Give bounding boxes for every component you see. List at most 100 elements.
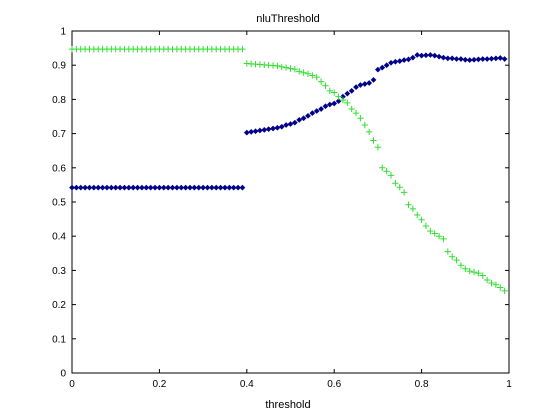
y-tick-label: 0.4 bbox=[52, 232, 66, 243]
data-point-diamond bbox=[383, 62, 390, 69]
data-point-diamond bbox=[235, 184, 241, 191]
data-point-diamond bbox=[471, 56, 477, 63]
data-point-diamond bbox=[309, 110, 316, 116]
data-point-diamond bbox=[117, 184, 123, 191]
data-point-diamond bbox=[414, 52, 421, 58]
data-point-diamond bbox=[77, 184, 84, 191]
y-tick-label: 0.3 bbox=[52, 266, 66, 277]
y-tick-label: 0.9 bbox=[52, 61, 66, 72]
data-point-diamond bbox=[134, 184, 141, 191]
data-point-plus bbox=[479, 272, 486, 279]
data-point-plus bbox=[361, 121, 368, 129]
series-1 bbox=[69, 52, 508, 191]
data-point-plus bbox=[317, 78, 325, 85]
data-point-plus bbox=[444, 248, 452, 255]
data-point-diamond bbox=[484, 56, 491, 62]
data-point-plus bbox=[313, 73, 320, 81]
data-point-diamond bbox=[392, 58, 399, 65]
data-point-plus bbox=[396, 184, 403, 191]
data-point-plus bbox=[379, 164, 386, 171]
data-point-plus bbox=[339, 96, 347, 104]
data-point-plus bbox=[427, 227, 434, 235]
data-point-diamond bbox=[243, 129, 250, 136]
data-point-diamond bbox=[195, 184, 202, 191]
data-point-plus bbox=[497, 284, 504, 291]
x-axis-label: threshold bbox=[265, 399, 310, 411]
y-tick-label: 0.6 bbox=[52, 163, 66, 174]
marks-group bbox=[68, 45, 508, 295]
x-tick-label: 1 bbox=[506, 379, 512, 390]
x-tick-label: 0.6 bbox=[327, 379, 341, 390]
data-point-diamond bbox=[449, 55, 456, 62]
data-point-diamond bbox=[108, 184, 115, 191]
data-point-diamond bbox=[305, 112, 311, 119]
data-point-diamond bbox=[265, 126, 272, 133]
data-point-plus bbox=[309, 72, 316, 79]
data-point-plus bbox=[462, 265, 469, 272]
data-point-plus bbox=[344, 99, 351, 107]
y-tick-label: 0.7 bbox=[52, 129, 66, 140]
y-tick-label: 0.2 bbox=[52, 300, 66, 311]
data-point-plus bbox=[300, 69, 307, 76]
data-point-plus bbox=[453, 256, 460, 264]
data-point-diamond bbox=[283, 122, 289, 128]
data-point-diamond bbox=[344, 90, 351, 97]
data-point-diamond bbox=[90, 184, 97, 191]
data-point-diamond bbox=[73, 184, 80, 191]
data-point-diamond bbox=[348, 87, 355, 94]
data-point-diamond bbox=[440, 54, 447, 61]
tick-group: 0 0.2 0.4 0.6 0.8 1 0 0.1 0.2 0.3 0.4 0.5 0.6 0.7 0.8 0… bbox=[52, 27, 512, 391]
data-point-diamond bbox=[104, 184, 110, 191]
data-point-plus bbox=[466, 267, 473, 275]
data-point-plus bbox=[488, 279, 495, 287]
data-point-plus bbox=[357, 115, 364, 122]
data-point-plus bbox=[492, 281, 500, 288]
data-point-diamond bbox=[497, 55, 504, 61]
data-point-diamond bbox=[239, 184, 246, 191]
data-point-diamond bbox=[165, 184, 172, 191]
x-tick-label: 0 bbox=[69, 379, 75, 390]
data-point-plus bbox=[457, 262, 465, 269]
data-point-diamond bbox=[139, 184, 145, 191]
data-point-diamond bbox=[208, 184, 215, 191]
data-point-diamond bbox=[86, 184, 93, 191]
data-point-diamond bbox=[423, 52, 429, 59]
data-point-diamond bbox=[379, 64, 386, 71]
data-point-diamond bbox=[479, 56, 486, 62]
data-point-plus bbox=[435, 233, 443, 240]
data-point-diamond bbox=[453, 56, 460, 62]
data-point-diamond bbox=[388, 59, 394, 66]
data-point-plus bbox=[287, 65, 294, 72]
x-tick-label: 0.4 bbox=[240, 379, 254, 390]
data-point-diamond bbox=[370, 77, 377, 83]
data-point-diamond bbox=[409, 54, 416, 61]
data-point-plus bbox=[370, 137, 377, 144]
data-point-diamond bbox=[326, 101, 333, 108]
data-point-diamond bbox=[353, 84, 359, 90]
data-point-plus bbox=[409, 205, 417, 213]
data-point-plus bbox=[405, 201, 412, 208]
data-point-plus bbox=[352, 109, 360, 117]
data-point-diamond bbox=[270, 125, 276, 132]
data-point-diamond bbox=[431, 52, 438, 59]
data-point-plus bbox=[422, 222, 430, 230]
data-point-diamond bbox=[466, 57, 473, 63]
data-point-diamond bbox=[261, 126, 268, 133]
data-point-plus bbox=[383, 168, 390, 175]
data-point-diamond bbox=[226, 184, 233, 191]
data-point-plus bbox=[326, 87, 334, 95]
data-point-plus bbox=[304, 70, 312, 77]
data-point-plus bbox=[278, 63, 285, 71]
data-point-diamond bbox=[156, 184, 163, 191]
data-point-plus bbox=[291, 66, 299, 73]
data-point-plus bbox=[483, 276, 491, 284]
data-point-diamond bbox=[458, 56, 464, 62]
data-point-diamond bbox=[191, 184, 198, 191]
data-point-plus bbox=[282, 64, 290, 71]
series-2 bbox=[68, 45, 508, 295]
data-point-diamond bbox=[361, 81, 368, 87]
data-point-plus bbox=[448, 253, 456, 260]
data-point-diamond bbox=[230, 184, 237, 191]
data-point-plus bbox=[374, 144, 382, 151]
data-point-diamond bbox=[401, 57, 407, 63]
